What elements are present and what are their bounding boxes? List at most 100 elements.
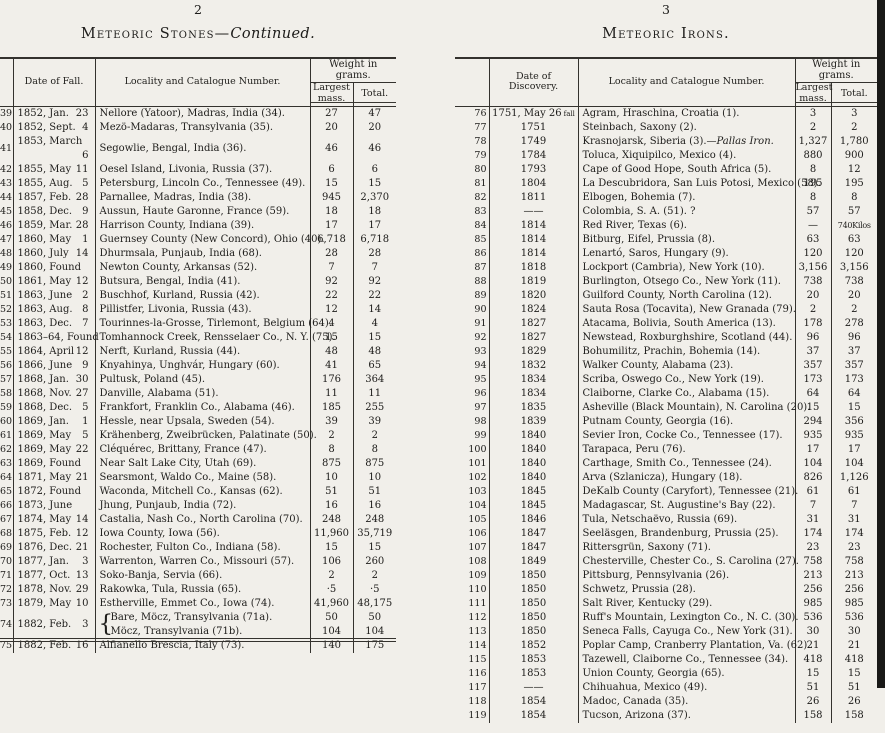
stones-rows: 39 1852, Jan. 23 Nellore (Yatoor), Madras, … [0, 106, 396, 653]
locality-text: Tomhannock Creek, Rensselaer Co., N. Y. … [99, 331, 336, 343]
date-text: 1840 [520, 443, 547, 455]
total-header: Total. [831, 82, 877, 107]
row-number: 62 [0, 442, 14, 457]
total-cell: 35,719 [357, 527, 393, 539]
locality-cell: Toluca, Xiquipilco, Mexico (4). [578, 148, 796, 163]
date-text: 1860, July [17, 247, 69, 259]
date-cell: 1850 [489, 596, 579, 611]
locality-cell: Tourinnes-la-Grosse, Tirlemont, Belgium … [95, 316, 332, 331]
row-number: 41 [0, 134, 14, 163]
date-day: 10 [75, 597, 89, 609]
locality-text: Harrison County, Indiana (39). [99, 219, 255, 231]
table-row: 64 1871, May 21 Searsmont, Waldo Co., Maine… [0, 470, 396, 485]
total-cell: 21 [847, 639, 861, 651]
locality-cell: Oesel Island, Livonia, Russia (37). [95, 162, 311, 177]
date-cell: 1832 [489, 358, 579, 373]
locality-cell: Carthage, Smith Co., Tennessee (24). [578, 456, 796, 471]
row-number: 63 [0, 456, 14, 471]
date-cell: 1872, Found [13, 484, 96, 499]
date-text: 1814 [520, 219, 547, 231]
date-cell: 1875, Feb. 12 [13, 526, 96, 541]
date-cell: 1882, Feb. 3 [13, 610, 96, 639]
total-cell: 15 [368, 331, 382, 343]
date-cell: 1835 [489, 400, 579, 415]
row-number: 107 [455, 540, 490, 555]
largest-mass-cell: 21 [795, 638, 832, 653]
date-text: 1835 [520, 401, 547, 413]
locality-cell: Estherville, Emmet Co., Iowa (74). [95, 596, 311, 611]
date-cell: 1839 [489, 414, 579, 429]
date-of-fall-header: Date of Fall. [13, 57, 96, 107]
row-number: 101 [455, 456, 490, 471]
date-cell: 1855, Aug. 5 [13, 176, 96, 191]
locality-text: Waconda, Mitchell Co., Kansas (62). [99, 485, 283, 497]
date-text: 1863, Aug. [17, 303, 73, 315]
date-cell: 1847 [489, 540, 579, 555]
date-text: 1820 [520, 289, 547, 301]
largest-mass-cell: 2 [795, 120, 832, 135]
table-row: 113 1850 Seneca Falls, Cayuga Co., New Yor… [455, 624, 877, 639]
date-cell: 1834 [489, 372, 579, 387]
date-text: 1845 [520, 485, 547, 497]
locality-cell: Chihuahua, Mexico (49). [578, 680, 796, 695]
total-cell: 536 [844, 611, 864, 623]
largest-mass-cell: 8 [795, 190, 832, 205]
largest-mass-cell: 536 [795, 610, 832, 625]
locality-text: Salt River, Kentucky (29). [582, 597, 713, 609]
locality-cell: Möcz, Transylvania (71b). [95, 624, 311, 639]
date-cell: 1863, June 2 [13, 288, 96, 303]
row-number: 103 [455, 484, 490, 499]
date-cell: 1871, May 21 [13, 470, 96, 485]
locality-text: Ruff's Mountain, Lexington Co., N. C. (3… [582, 611, 799, 623]
date-cell: 1868, Dec. 5 [13, 400, 96, 415]
date-day: 3 [82, 555, 89, 567]
total-cell: 11 [368, 387, 382, 399]
table-row: 96 1834 Claiborne, Clarke Co., Alabama (15… [455, 386, 877, 401]
date-cell: 1804 [489, 176, 579, 191]
locality-text: Walker County, Alabama (23). [582, 359, 734, 371]
locality-cell: Pultusk, Poland (45). [95, 372, 311, 387]
date-cell: 1869, Found [13, 456, 96, 471]
locality-text: Sauta Rosa (Tocavita), New Granada (79). [582, 303, 797, 315]
table-row: 118 1854 Madoc, Canada (35). 26 26 [455, 694, 877, 709]
total-cell: 985 [844, 597, 864, 609]
date-text: 1863, Dec. [17, 317, 73, 329]
date-text: 1857, Feb. [17, 191, 72, 203]
date-text: 1878, Nov. [17, 583, 72, 595]
row-number: 64 [0, 470, 14, 485]
date-text: —— [523, 205, 544, 217]
locality-cell: DeKalb County (Caryfort), Tennessee (21)… [578, 484, 798, 499]
row-number: 100 [455, 442, 490, 457]
largest-mass-cell: 738 [795, 274, 832, 289]
date-day: 13 [75, 569, 89, 581]
date-text: 1854 [520, 695, 547, 707]
locality-cell: Segowlie, Bengal, India (36). [95, 134, 311, 163]
table-row: 79 1784 Toluca, Xiquipilco, Mexico (4). 880… [455, 148, 877, 163]
largest-mass-cell: ·5 [310, 582, 354, 597]
date-text: 1871, May [17, 471, 72, 483]
total-cell: 18 [368, 205, 382, 217]
date-cell: 1854 [489, 708, 579, 723]
row-number: 108 [455, 554, 490, 569]
date-day: 16 [75, 639, 89, 651]
largest-mass-cell: 46 [310, 134, 354, 163]
row-number: 105 [455, 512, 490, 527]
date-cell: 1863, Aug. 8 [13, 302, 96, 317]
locality-cell: Steinbach, Saxony (2). [578, 120, 796, 135]
table-row: 72 1878, Nov. 29 Rakowka, Tula, Russia (65)… [0, 582, 396, 597]
date-cell: 1854 [489, 694, 579, 709]
total-cell: 7 [851, 499, 858, 511]
locality-cell: Rakowka, Tula, Russia (65). [95, 582, 311, 597]
irons-rows: 76 1751, May 26 fall Agram, Hraschina, Croa… [455, 106, 877, 723]
date-cell: 1859, Mar. 28 [13, 218, 96, 233]
total-cell: 6 [371, 163, 378, 175]
date-text: 1839 [520, 415, 547, 427]
date-text: 1877, Oct. [17, 569, 71, 581]
date-text: 1869, May [17, 429, 72, 441]
largest-mass-cell: 10 [310, 470, 354, 485]
row-number: 43 [0, 176, 14, 191]
total-cell: 48,175 [357, 597, 393, 609]
largest-mass-cell: 16 [310, 498, 354, 513]
date-text: 1846 [520, 513, 547, 525]
total-cell: 173 [844, 373, 864, 385]
